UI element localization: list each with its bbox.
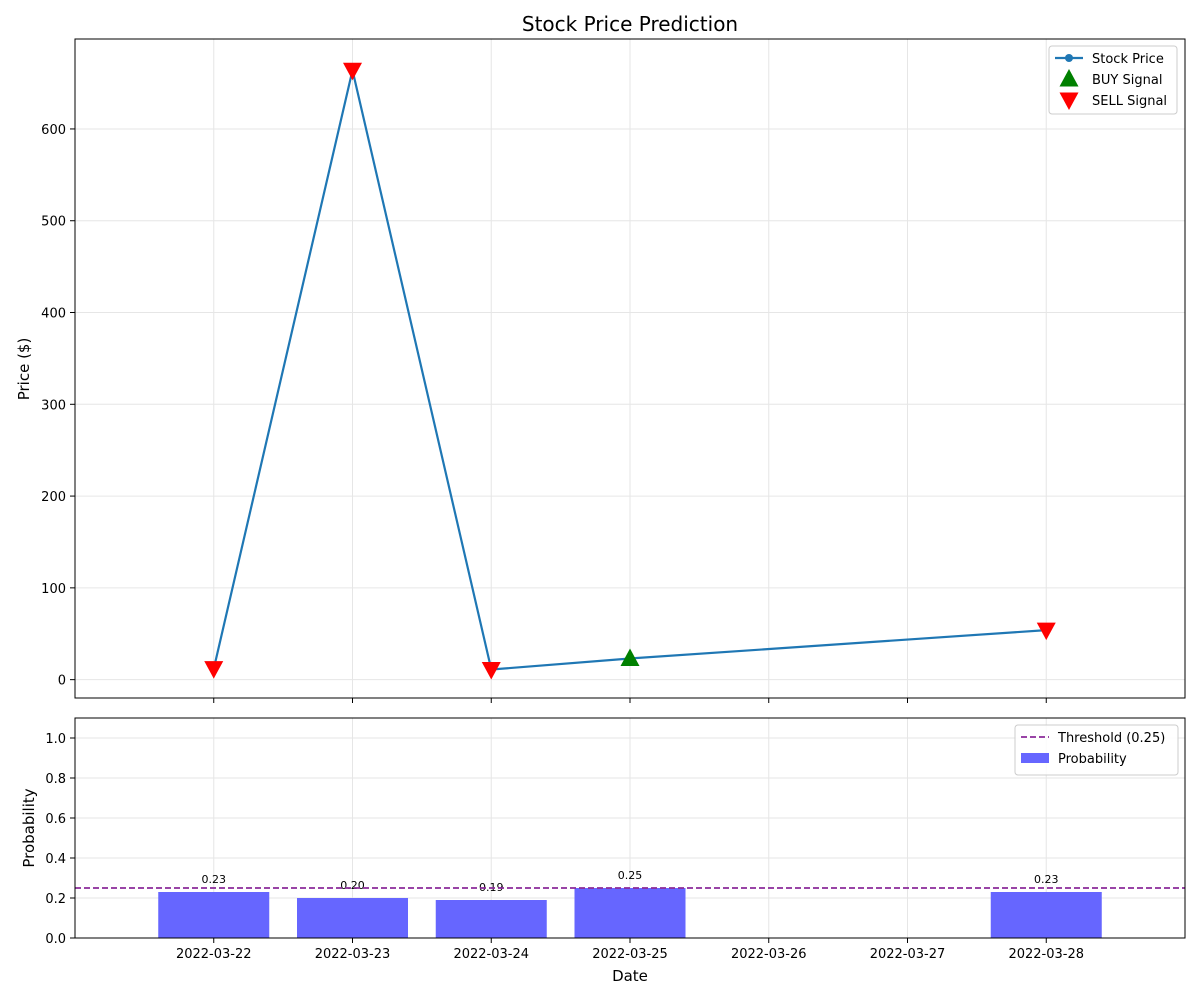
top-series xyxy=(204,62,1056,680)
legend-label: Probability xyxy=(1058,752,1127,767)
top-legend-box xyxy=(1048,45,1178,115)
probability-bar-label: 0.25 xyxy=(618,869,643,882)
buy-signal-marker xyxy=(620,648,640,667)
probability-bar-label: 0.20 xyxy=(340,879,365,892)
top-ticks: 0 100 200 300 400 500 600 xyxy=(41,123,1047,703)
sell-signal-marker xyxy=(1036,622,1056,641)
bottom-y-tick-label: 0.4 xyxy=(45,852,66,867)
bottom-y-tick-label: 0.8 xyxy=(45,772,66,787)
legend-label: Threshold (0.25) xyxy=(1057,731,1165,746)
bottom-x-tick-label: 2022-03-22 xyxy=(176,947,252,962)
top-y-tick-label: 600 xyxy=(41,123,66,138)
legend-probability-swatch xyxy=(1021,753,1049,763)
top-y-tick-label: 0 xyxy=(58,674,66,689)
bottom-x-tick-label: 2022-03-26 xyxy=(731,947,807,962)
probability-bar-label: 0.23 xyxy=(1034,873,1059,886)
chart-title: Stock Price Prediction xyxy=(522,12,738,36)
bottom-legend-box xyxy=(1014,724,1179,776)
sell-signal-marker xyxy=(204,661,224,679)
legend-sell-signal-marker xyxy=(1059,92,1079,110)
bottom-legend: Threshold (0.25) Probability xyxy=(1014,724,1179,776)
probability-bar xyxy=(158,892,270,938)
probability-bar xyxy=(574,888,686,938)
legend-label: SELL Signal xyxy=(1092,94,1167,109)
bottom-x-tick-label: 2022-03-25 xyxy=(592,947,668,962)
bottom-x-tick-label: 2022-03-27 xyxy=(870,947,946,962)
top-y-tick-label: 100 xyxy=(41,582,66,597)
bottom-x-tick-label: 2022-03-24 xyxy=(453,947,529,962)
bottom-plot-frame xyxy=(74,717,1186,939)
legend-buy-signal-marker xyxy=(1059,69,1079,87)
probability-bar xyxy=(990,892,1102,938)
bottom-y-tick-label: 1.0 xyxy=(45,732,66,747)
sell-signal-marker xyxy=(343,62,362,81)
top-y-axis-label: Price ($) xyxy=(15,338,33,401)
bottom-y-axis-label: Probability xyxy=(20,788,38,867)
legend-stock-price-marker xyxy=(1065,54,1073,62)
bottom-y-tick-label: 0.0 xyxy=(45,932,66,947)
top-y-tick-label: 500 xyxy=(41,215,66,230)
bottom-x-axis-label: Date xyxy=(612,967,648,985)
bottom-x-tick-label: 2022-03-23 xyxy=(315,947,391,962)
top-plot-frame xyxy=(74,38,1186,699)
bottom-x-tick-label: 2022-03-28 xyxy=(1008,947,1084,962)
probability-bar xyxy=(297,898,408,938)
top-y-tick-label: 300 xyxy=(41,398,66,413)
top-legend: Stock Price BUY Signal SELL Signal xyxy=(1048,45,1178,115)
bottom-y-tick-label: 0.6 xyxy=(45,812,66,827)
top-y-tick-label: 200 xyxy=(41,490,66,505)
bottom-ticks: 2022-03-22 2022-03-23 2022-03-24 2022-03-25… xyxy=(45,732,1084,962)
sell-signal-marker xyxy=(481,662,501,680)
legend-label: Stock Price xyxy=(1092,52,1164,67)
probability-bar-label: 0.23 xyxy=(202,873,227,886)
top-grid xyxy=(75,39,1185,698)
bottom-series: 0.23 0.20 0.190.25 0.23 xyxy=(75,869,1185,938)
legend-label: BUY Signal xyxy=(1092,73,1162,88)
top-y-tick-label: 400 xyxy=(41,307,66,322)
probability-bar xyxy=(435,900,547,938)
bottom-y-tick-label: 0.2 xyxy=(45,892,66,907)
